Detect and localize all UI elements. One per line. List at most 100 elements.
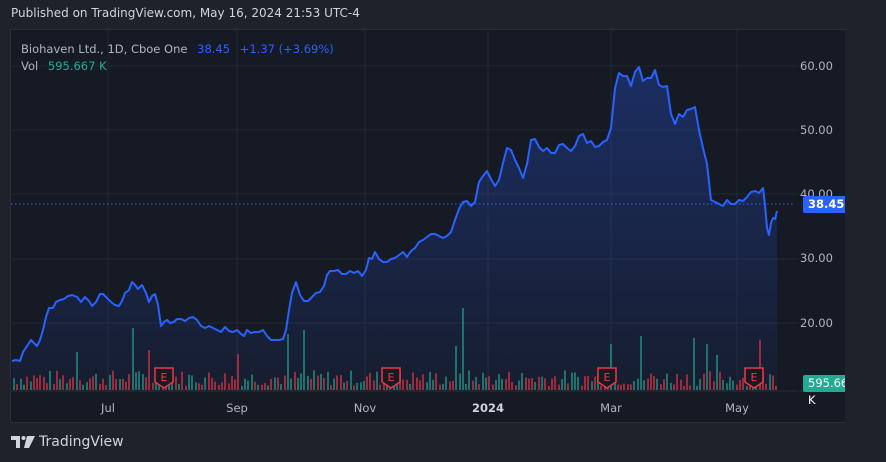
volume-bar xyxy=(105,385,107,390)
volume-bar xyxy=(46,383,48,390)
earnings-marker-e: E xyxy=(597,367,617,389)
volume-bar xyxy=(102,378,104,390)
volume-bar xyxy=(640,336,642,390)
volume-bar xyxy=(26,376,28,390)
volume-bar xyxy=(422,374,424,390)
volume-bar xyxy=(49,370,51,390)
x-tick-jul: Jul xyxy=(101,401,115,415)
volume-bar xyxy=(76,352,78,390)
volume-bar xyxy=(33,375,35,390)
volume-bar xyxy=(373,380,375,390)
volume-bar xyxy=(544,378,546,390)
earnings-marker-e: E xyxy=(154,367,174,389)
volume-bar xyxy=(214,381,216,390)
price-chart[interactable]: E E E E xyxy=(11,30,845,422)
volume-bar xyxy=(16,384,18,390)
volume-bar xyxy=(614,377,616,390)
volume-bar xyxy=(492,384,494,390)
price-line xyxy=(11,66,778,362)
volume-bar xyxy=(495,379,497,390)
volume-bar xyxy=(261,384,263,390)
volume-bar xyxy=(633,381,635,390)
volume-bar xyxy=(610,344,612,390)
volume-bar xyxy=(475,377,477,390)
volume-bar xyxy=(465,383,467,390)
volume-bar xyxy=(653,376,655,390)
volume-bar xyxy=(683,385,685,390)
volume-bar xyxy=(59,379,61,390)
volume-bar xyxy=(534,382,536,390)
volume-bar xyxy=(703,373,705,390)
volume-bar xyxy=(689,385,691,390)
volume-bar xyxy=(472,380,474,390)
symbol-name: Biohaven Ltd., 1D, Cboe One xyxy=(21,42,188,56)
volume-bar xyxy=(426,382,428,390)
volume-bar xyxy=(459,373,461,390)
volume-bar xyxy=(204,377,206,390)
svg-text:E: E xyxy=(604,371,611,384)
volume-bar xyxy=(617,384,619,390)
volume-bar xyxy=(498,373,500,390)
volume-bar xyxy=(92,376,94,390)
volume-bar xyxy=(132,328,134,390)
volume-bar xyxy=(584,376,586,390)
volume-bar xyxy=(455,346,457,390)
volume-bar xyxy=(95,373,97,390)
chart-legend: Biohaven Ltd., 1D, Cboe One 38.45 +1.37 … xyxy=(21,41,334,75)
volume-bar xyxy=(224,373,226,390)
volume-bar xyxy=(115,378,117,390)
volume-bar xyxy=(195,382,197,390)
volume-bar xyxy=(369,372,371,390)
volume-bar xyxy=(244,378,246,390)
volume-bar xyxy=(528,378,530,390)
volume-bar xyxy=(765,383,767,390)
volume-bar xyxy=(208,372,210,390)
volume-bar xyxy=(270,378,272,390)
volume-bar xyxy=(313,370,315,390)
volume-bar xyxy=(419,380,421,390)
volume-bar xyxy=(330,385,332,390)
volume-bar xyxy=(554,376,556,390)
volume-bar xyxy=(577,376,579,390)
volume-bar xyxy=(525,377,527,390)
volume-bar xyxy=(237,354,239,390)
volume-bar xyxy=(112,370,114,390)
volume-bar xyxy=(99,383,101,390)
volume-bar xyxy=(234,379,236,390)
volume-bar xyxy=(122,378,124,390)
volume-bar xyxy=(66,383,68,390)
volume-bar xyxy=(254,381,256,390)
volume-bar xyxy=(650,373,652,390)
volume-bar xyxy=(290,378,292,390)
volume-bar xyxy=(353,385,355,390)
volume-bar xyxy=(538,376,540,390)
volume-bar xyxy=(303,330,305,390)
volume-bar xyxy=(594,376,596,390)
volume-bar xyxy=(86,382,88,390)
volume-bar xyxy=(333,378,335,390)
x-tick-sep: Sep xyxy=(226,401,248,415)
volume-bar xyxy=(769,374,771,390)
volume-bar xyxy=(656,378,658,390)
volume-bars xyxy=(13,308,777,390)
volume-bar xyxy=(515,385,517,390)
brand-name: TradingView xyxy=(39,434,124,450)
volume-value: 595.667 K xyxy=(47,59,107,73)
volume-bar xyxy=(300,373,302,390)
volume-bar xyxy=(429,371,431,390)
volume-bar xyxy=(356,383,358,390)
volume-bar xyxy=(257,384,259,390)
volume-bar xyxy=(82,384,84,390)
volume-bar xyxy=(393,385,395,390)
volume-bar xyxy=(277,377,279,390)
chart-panel[interactable]: E E E E Biohaven Ltd., 1D, Cboe One 38.4… xyxy=(10,29,861,423)
volume-bar xyxy=(62,375,64,390)
volume-bar xyxy=(587,375,589,390)
volume-bar xyxy=(574,372,576,390)
last-price: 38.45 xyxy=(197,42,231,56)
tradingview-logo[interactable]: TradingView xyxy=(11,434,124,450)
volume-bar xyxy=(663,379,665,390)
volume-bar xyxy=(531,378,533,390)
volume-bar xyxy=(39,375,41,390)
volume-label: Vol xyxy=(21,59,39,73)
